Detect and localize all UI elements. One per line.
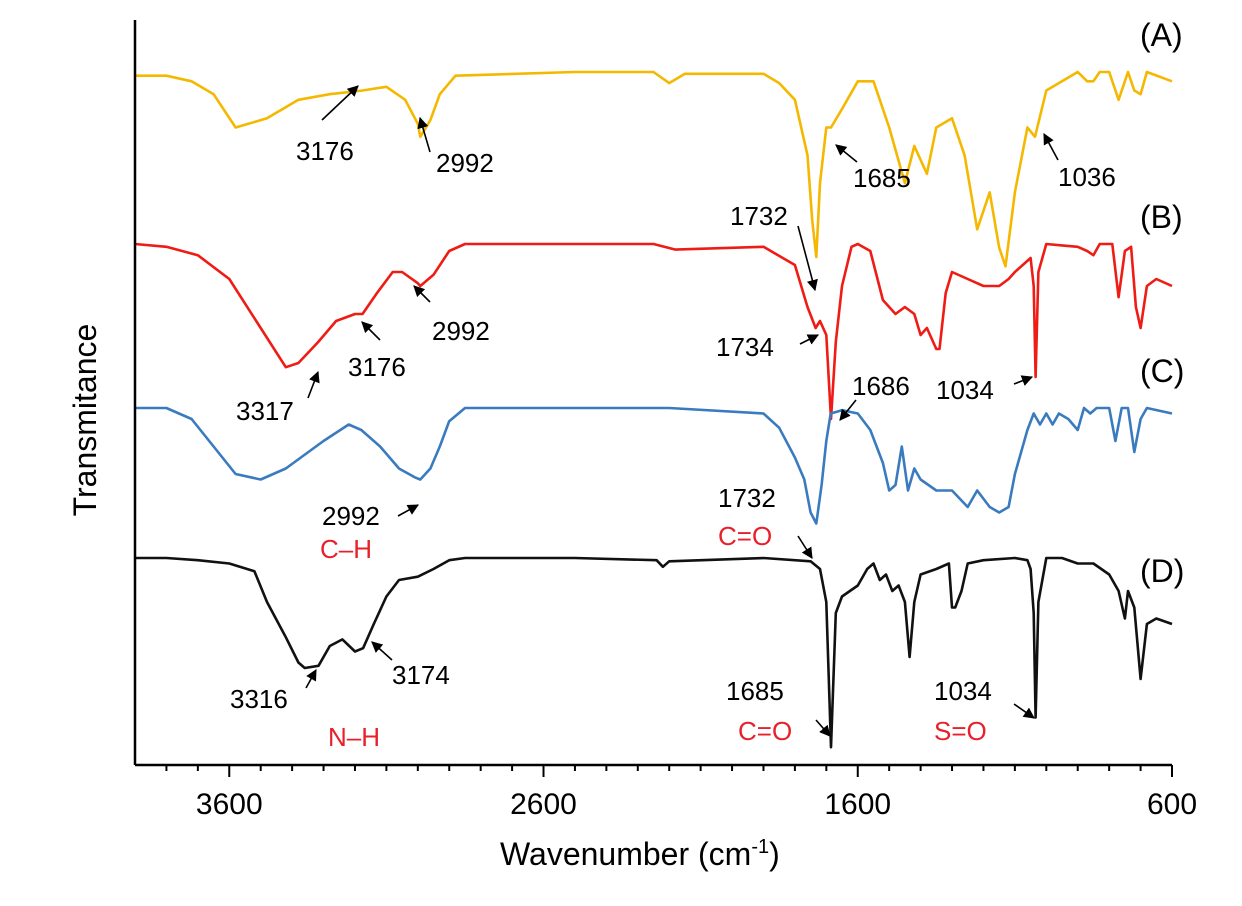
annotation-label: 3316 (230, 684, 288, 714)
spectrum-b (134, 242, 1173, 421)
annotation-label: 1036 (1058, 162, 1116, 192)
annotation-arrow (1013, 375, 1034, 386)
annotation-arrow (371, 641, 393, 661)
y-axis-title: Transmitance (67, 324, 103, 517)
x-tick-label: 2600 (510, 788, 577, 821)
annotation-arrow (1043, 133, 1059, 161)
x-tick-label: 1600 (824, 788, 891, 821)
annotation-arrow (799, 334, 820, 345)
annotation-label: 1734 (716, 332, 774, 362)
annotation-arrows (305, 85, 1059, 737)
x-axis-title: Wavenumber (cm-1) (500, 836, 780, 872)
annotation-label: 1685 (726, 676, 784, 706)
spectrum-a (135, 70, 1173, 268)
x-tick-label: 600 (1147, 788, 1197, 821)
x-axis-title-close: ) (769, 836, 780, 872)
annotation-label: S=O (934, 716, 987, 746)
annotation-label: 2992 (432, 316, 490, 346)
annotation-label: 3174 (392, 660, 450, 690)
annotation-arrow (397, 504, 419, 517)
annotation-arrow (815, 719, 831, 737)
x-ticks: 3600 2600 1600 600 (165, 765, 1197, 821)
series-group (134, 70, 1173, 749)
annotation-arrow (361, 321, 381, 341)
annotation-label: 1732 (718, 483, 776, 513)
annotation-label: 2992 (436, 148, 494, 178)
series-label-c: (C) (1140, 353, 1184, 389)
annotation-labels: 3176 2992 1685 1036 1732 1734 3317 3176 2992 1686… (230, 136, 1116, 752)
annotation-label: 1034 (934, 676, 992, 706)
annotation-arrow (835, 144, 858, 163)
annotation-label: C–H (320, 534, 372, 564)
annotation-label: 1686 (852, 371, 910, 401)
spectrum-d (135, 556, 1173, 749)
annotation-label: C=O (718, 521, 772, 551)
annotation-label: 1034 (936, 375, 994, 405)
x-tick-label: 3600 (196, 788, 263, 821)
annotation-arrow (307, 370, 320, 399)
series-label-b: (B) (1140, 199, 1183, 235)
x-axis-title-sup: -1 (751, 836, 769, 858)
annotation-arrow (1013, 703, 1035, 719)
annotation-arrow (321, 85, 359, 121)
annotation-label: 3176 (348, 352, 406, 382)
annotation-label: C=O (738, 716, 792, 746)
annotation-arrow (413, 285, 431, 303)
annotation-label: N–H (328, 722, 380, 752)
annotation-arrow (417, 116, 431, 153)
annotation-label: 2992 (322, 501, 380, 531)
annotation-arrow (305, 669, 317, 689)
annotation-label: 1732 (730, 201, 788, 231)
x-axis-title-main: Wavenumber (cm (500, 836, 751, 872)
annotation-arrow (797, 535, 813, 559)
annotation-arrow (797, 225, 818, 292)
series-label-d: (D) (1140, 553, 1184, 589)
annotation-arrow (839, 399, 857, 421)
annotation-label: 3317 (236, 396, 294, 426)
annotation-label: 3176 (296, 136, 354, 166)
annotation-label: 1685 (853, 163, 911, 193)
spectrum-c (135, 406, 1173, 525)
series-label-a: (A) (1140, 17, 1183, 53)
